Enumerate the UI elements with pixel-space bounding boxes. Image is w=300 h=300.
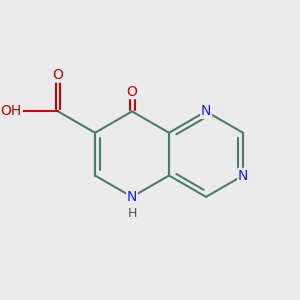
Text: N: N [238, 169, 248, 182]
Text: N: N [127, 190, 137, 204]
Text: H: H [127, 207, 137, 220]
Text: O: O [52, 68, 64, 82]
Text: O: O [127, 85, 137, 99]
Text: OH: OH [0, 104, 22, 118]
Text: N: N [201, 104, 211, 118]
